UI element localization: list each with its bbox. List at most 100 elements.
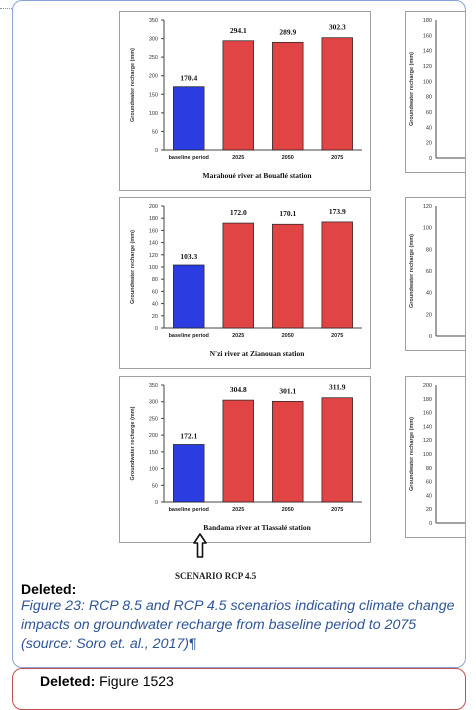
y-tick-label: 50	[152, 483, 158, 489]
chart-title: Marahoué river at Bouaflé station	[202, 171, 312, 180]
y-tick-label: 300	[149, 37, 158, 43]
y-tick-label: 150	[149, 450, 158, 456]
y-tick-label: 100	[149, 467, 158, 473]
bar-2075	[321, 397, 353, 503]
chart-title: N'zi river at Zianouan station	[210, 349, 306, 358]
bar-baseline-period	[173, 264, 205, 329]
y-tick-label: 140	[149, 241, 158, 247]
y-axis-label: Groundwater recharge (mm)	[409, 417, 415, 491]
y-tick-label: 0	[429, 156, 432, 162]
category-label: 2075	[331, 333, 343, 339]
y-tick-label: 0	[155, 148, 158, 154]
category-label: 2075	[331, 155, 343, 161]
category-label: baseline period	[169, 333, 209, 339]
y-tick-label: 100	[423, 452, 432, 458]
chart-title: Bandama river at Tiassalé station	[203, 523, 311, 532]
category-label: baseline period	[169, 155, 209, 161]
deleted-label: Deleted:	[21, 581, 77, 597]
bar-2050	[272, 41, 304, 151]
pilcrow-icon: ¶	[188, 636, 197, 652]
y-tick-label: 60	[152, 289, 158, 295]
y-tick-label: 160	[149, 228, 158, 234]
y-tick-label: 0	[429, 521, 432, 527]
y-tick-label: 60	[426, 110, 432, 116]
y-tick-label: 300	[149, 400, 158, 406]
y-tick-label: 120	[423, 64, 432, 70]
partial-chart-rcp85-2: 0 20 40 60 80 100 120 Groundwater recharge (mm)	[405, 197, 465, 351]
category-label: 2025	[232, 333, 244, 339]
deleted-comment-2: Deleted: Figure 1523	[40, 673, 174, 689]
scenario-label: SCENARIO RCP 4.5	[175, 571, 257, 581]
y-tick-label: 20	[426, 312, 432, 318]
y-tick-label: 100	[423, 226, 432, 232]
caption-text: Figure 23: RCP 8.5 and RCP 4.5 scenarios…	[21, 598, 455, 652]
bar-chart: 0 50 100 150 200 250 300 350 Groundwater recharg…	[130, 18, 362, 180]
y-tick-label: 60	[426, 269, 432, 275]
data-label: 311.9	[329, 383, 346, 392]
y-tick-label: 100	[423, 79, 432, 85]
data-label: 173.9	[329, 207, 346, 216]
chart-marahoue: 0 50 100 150 200 250 300 350 Groundwater recharg…	[119, 11, 371, 191]
bar-chart: 0 20 40 60 80 100 120 140 160 180 200 Groundwater r…	[130, 204, 362, 358]
category-label: 2050	[282, 507, 294, 513]
y-tick-label: 100	[149, 265, 158, 271]
y-tick-label: 40	[426, 125, 432, 131]
y-tick-label: 120	[149, 253, 158, 259]
data-label: 172.0	[230, 208, 247, 217]
partial-bar-chart: 0 20 40 60 80 100 120 140 160 180 Groundwater rech…	[409, 18, 465, 162]
data-label: 103.3	[180, 252, 197, 261]
y-tick-label: 200	[149, 204, 158, 210]
y-tick-label: 40	[426, 493, 432, 499]
bar-2025	[222, 399, 254, 503]
chart-bandama: 0 50 100 150 200 250 300 350 Groundwater recharg…	[119, 376, 371, 543]
y-tick-label: 120	[423, 204, 432, 210]
bar-2025	[222, 222, 254, 329]
y-tick-label: 160	[423, 411, 432, 417]
y-tick-label: 250	[149, 55, 158, 61]
y-tick-label: 50	[152, 129, 158, 135]
y-tick-label: 200	[423, 383, 432, 389]
category-label: 2025	[232, 155, 244, 161]
revision-balloon[interactable]: 0 50 100 150 200 250 300 350 Groundwater recharg…	[12, 0, 466, 668]
y-axis-label: Groundwater recharge (mm)	[409, 234, 415, 308]
y-axis-label: Groundwater recharge (mm)	[409, 52, 415, 126]
y-tick-label: 0	[429, 334, 432, 340]
bar-2075	[321, 221, 353, 329]
y-axis-label: Groundwater recharge (mm)	[130, 230, 136, 304]
data-label: 170.1	[279, 209, 296, 218]
partial-chart-rcp85-1: 0 20 40 60 80 100 120 140 160 180 Groundwater rech…	[405, 11, 465, 173]
category-label: baseline period	[169, 507, 209, 513]
data-label: 302.3	[329, 23, 346, 32]
category-label: 2050	[282, 155, 294, 161]
y-axis-label: Groundwater recharge (mm)	[130, 406, 136, 480]
y-tick-label: 200	[149, 74, 158, 80]
y-tick-label: 350	[149, 383, 158, 389]
data-label: 170.4	[180, 74, 197, 83]
category-label: 2075	[331, 507, 343, 513]
up-arrow-icon	[193, 533, 207, 558]
y-tick-label: 60	[426, 480, 432, 486]
data-label: 289.9	[279, 27, 296, 36]
chart-nzi: 0 20 40 60 80 100 120 140 160 180 200 Groundwater r…	[119, 197, 371, 369]
y-tick-label: 80	[426, 247, 432, 253]
y-tick-label: 200	[149, 433, 158, 439]
y-tick-label: 160	[423, 33, 432, 39]
y-tick-label: 0	[155, 500, 158, 506]
y-tick-label: 80	[152, 277, 158, 283]
category-label: 2050	[282, 333, 294, 339]
revision-balloon-2[interactable]: Deleted: Figure 1523	[12, 668, 466, 710]
deleted-comment: Deleted: Figure 23: RCP 8.5 and RCP 4.5 …	[21, 582, 461, 654]
y-tick-label: 20	[152, 314, 158, 320]
y-tick-label: 80	[426, 95, 432, 101]
deleted-text-2: Figure 1523	[99, 673, 174, 689]
y-tick-label: 140	[423, 49, 432, 55]
y-axis-label: Groundwater recharge (mm)	[130, 48, 136, 122]
y-tick-label: 150	[149, 92, 158, 98]
bar-2050	[272, 400, 304, 503]
y-tick-label: 80	[426, 466, 432, 472]
partial-chart-rcp85-3: 0 20 40 60 80 100 120 140 160 180 200 Groundwater r…	[405, 376, 465, 538]
partial-bar-chart: 0 20 40 60 80 100 120 140 160 180 200 Groundwater r…	[409, 383, 465, 527]
deleted-label-2: Deleted:	[40, 673, 96, 689]
bar-baseline-period	[173, 444, 205, 503]
deleted-figure-caption: Figure 23: RCP 8.5 and RCP 4.5 scenarios…	[21, 597, 461, 654]
